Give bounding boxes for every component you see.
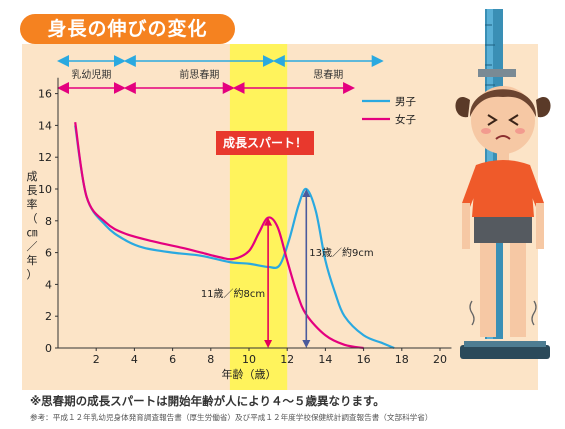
boys-peak-arrow-head-top xyxy=(302,189,311,197)
girl-measuring-height-illustration xyxy=(455,9,551,359)
girls-peak-arrow-head-bottom xyxy=(264,340,273,348)
phase-label: 乳幼児期 xyxy=(71,68,111,81)
y-tick-label: 12 xyxy=(38,151,52,164)
legend-label: 男子 xyxy=(395,96,416,108)
footnote: ※思春期の成長スパートは開始年齢が人により４～５歳異なります。 xyxy=(30,394,385,408)
x-tick-label: 12 xyxy=(280,353,294,366)
reference-text: 参考：平成１２年乳幼児身体発育調査報告書（厚生労働省）及び平成１２年度学校保健統… xyxy=(30,413,433,422)
x-tick-label: 8 xyxy=(207,353,214,366)
y-axis-label-char: 長 xyxy=(27,184,38,197)
growth-spurt-highlight xyxy=(229,44,288,390)
growth-spurt-label: 成長スパート！ xyxy=(216,131,314,155)
girls-peak-label: 11歳／約8cm xyxy=(201,287,265,300)
phase-label: 思春期 xyxy=(313,69,343,81)
y-axis-label-char: ） xyxy=(27,268,38,281)
y-tick-label: 4 xyxy=(45,278,52,291)
y-tick-label: 14 xyxy=(38,119,52,132)
girls-peak-arrow-head-top xyxy=(264,217,273,226)
x-tick-label: 18 xyxy=(395,353,409,366)
y-axis-label-char: ／ xyxy=(27,240,38,253)
x-tick-label: 2 xyxy=(93,353,100,366)
y-tick-label: 8 xyxy=(45,215,52,228)
y-axis-label-char: 成 xyxy=(27,170,38,183)
y-tick-label: 10 xyxy=(38,183,52,196)
boys-peak-label: 13歳／約9cm xyxy=(309,246,373,259)
y-tick-label: 2 xyxy=(45,310,52,323)
x-tick-label: 10 xyxy=(242,353,256,366)
legend-label: 女子 xyxy=(395,113,416,126)
y-tick-label: 16 xyxy=(38,88,52,101)
x-axis-label: 年齢（歳） xyxy=(222,367,277,381)
y-axis-label-char: 率 xyxy=(27,197,38,211)
x-tick-label: 6 xyxy=(169,353,176,366)
series-line-boys xyxy=(74,125,395,350)
y-axis-label-char: （ xyxy=(27,212,38,225)
x-tick-label: 20 xyxy=(433,353,447,366)
y-axis-label-char: ㎝ xyxy=(27,226,38,239)
x-tick-label: 4 xyxy=(131,353,138,366)
y-tick-label: 0 xyxy=(45,342,52,355)
page-title: 身長の伸びの変化 xyxy=(20,14,235,44)
y-axis-label-char: 年 xyxy=(27,253,38,267)
x-tick-label: 14 xyxy=(318,353,332,366)
phase-label: 前思春期 xyxy=(179,68,219,81)
boys-peak-arrow-head-bottom xyxy=(302,340,311,348)
y-tick-label: 6 xyxy=(45,247,52,260)
x-tick-label: 16 xyxy=(357,353,371,366)
